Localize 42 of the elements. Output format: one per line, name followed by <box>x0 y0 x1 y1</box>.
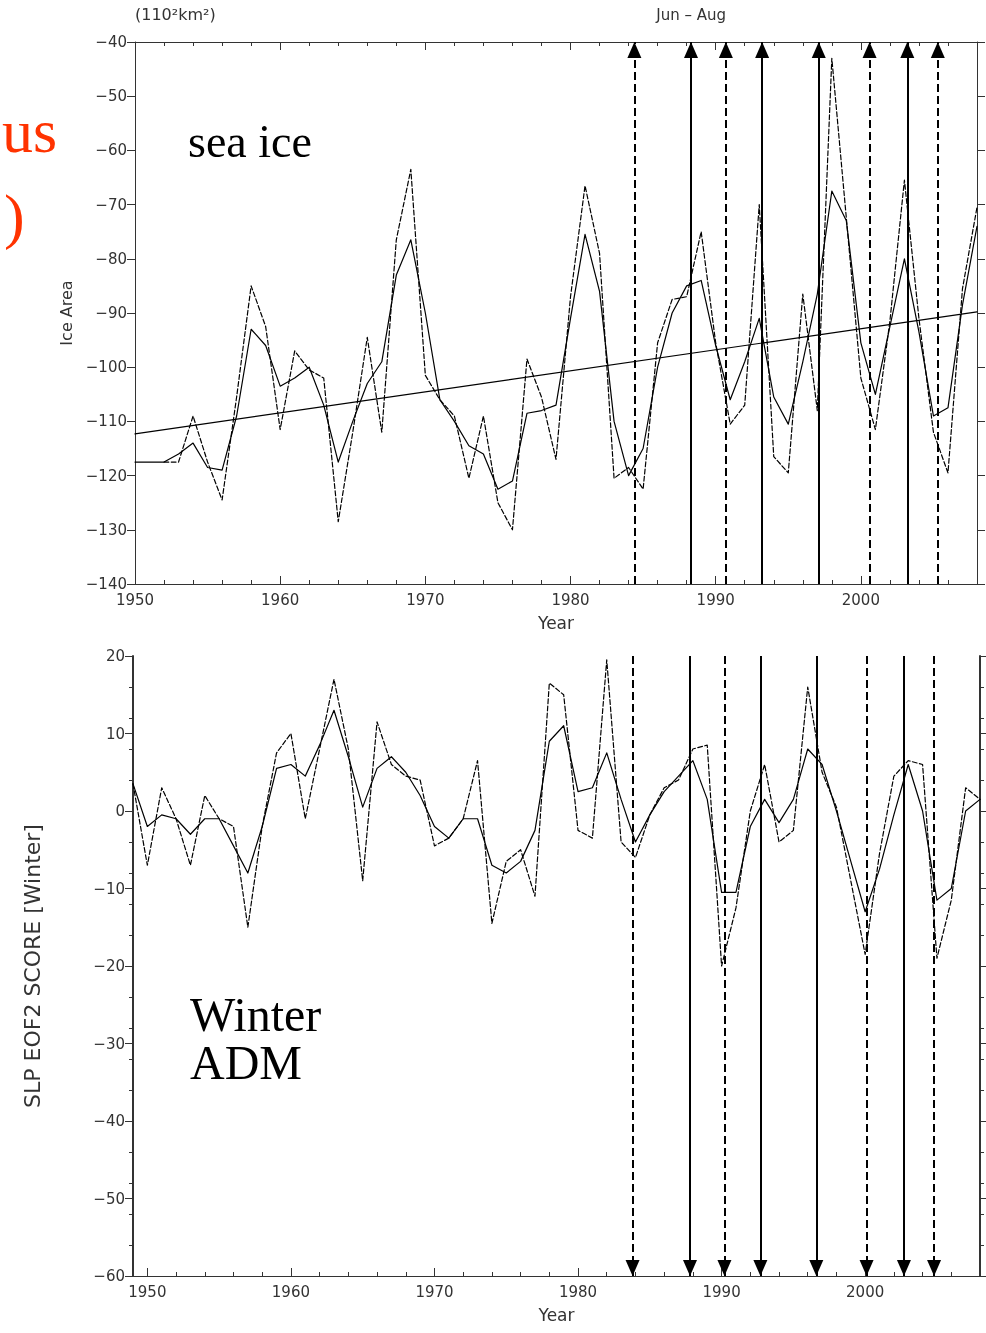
x-axis-title: Year <box>537 1304 575 1325</box>
y-tick-label: −10 <box>93 879 125 898</box>
x-tick-label: 2000 <box>841 590 880 609</box>
y-tick-label: −90 <box>95 304 127 322</box>
text: us <box>2 97 58 165</box>
y-tick-label: −70 <box>95 195 127 214</box>
x-tick-label: 1970 <box>415 1282 454 1301</box>
x-tick-label: 1950 <box>115 590 155 609</box>
annotation: sea ice <box>188 115 312 167</box>
x-tick-label: 1980 <box>558 1282 598 1301</box>
text: (110²km²) <box>135 4 216 24</box>
y-tick-label: −40 <box>93 1112 125 1130</box>
y-tick-label: −120 <box>85 466 127 485</box>
y-tick-label: −110 <box>85 412 127 431</box>
y-tick-label: −50 <box>93 1189 125 1208</box>
y-tick-label: −140 <box>85 575 127 593</box>
y-tick-label: −100 <box>85 358 127 377</box>
y-tick-label: 0 <box>115 802 125 820</box>
x-tick-label: 1960 <box>271 1282 311 1301</box>
y-tick-label: 20 <box>105 647 125 665</box>
text: ) <box>4 182 25 251</box>
y-tick-label: −60 <box>93 1267 125 1285</box>
x-tick-label: 1990 <box>702 1282 741 1301</box>
y-tick-label: 10 <box>105 724 125 743</box>
y-tick-label: −130 <box>85 520 127 539</box>
y-tick-label: −80 <box>95 249 127 268</box>
x-tick-label: 1950 <box>128 1282 167 1301</box>
chart-title: Jun – Aug <box>655 5 726 24</box>
y-tick-label: −60 <box>95 141 127 160</box>
x-tick-label: 2000 <box>846 1282 885 1301</box>
x-tick-label: 1980 <box>551 590 590 609</box>
annotation: Winter ADM <box>190 987 334 1089</box>
y-axis-title: SLP EOF2 SCORE [Winter] <box>19 824 45 1108</box>
y-tick-label: −40 <box>95 33 127 51</box>
x-tick-label: 1970 <box>406 590 445 609</box>
x-tick-label: 1990 <box>696 590 735 609</box>
x-tick-label: 1960 <box>261 590 300 609</box>
y-tick-label: −50 <box>95 87 127 106</box>
y-tick-label: −20 <box>93 957 125 975</box>
y-tick-label: −30 <box>93 1034 125 1053</box>
x-axis-title: Year <box>537 612 574 633</box>
y-axis-title: Ice Area <box>57 280 77 346</box>
